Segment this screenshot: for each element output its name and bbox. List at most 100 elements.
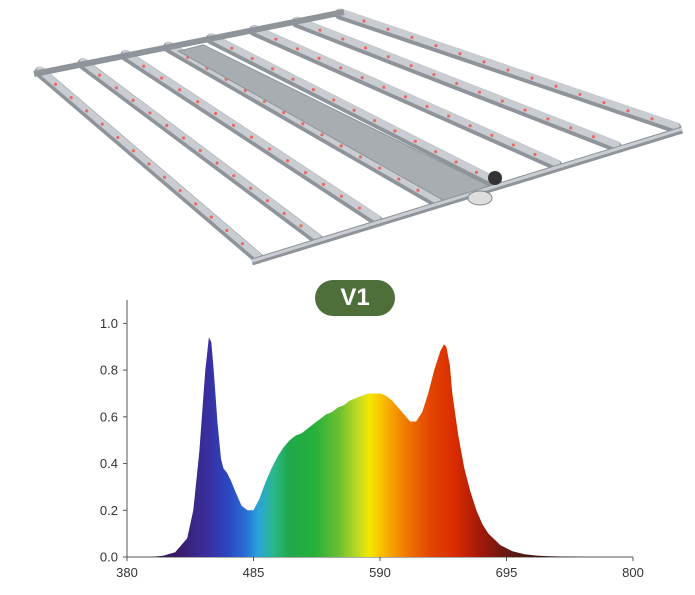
led-dot: [162, 175, 167, 179]
led-dot: [240, 242, 245, 246]
led-dot: [410, 35, 414, 40]
led-dot: [131, 149, 136, 153]
led-dot: [262, 99, 267, 104]
y-tick-label: 0.2: [100, 503, 118, 518]
led-dot: [363, 46, 368, 50]
led-dot: [274, 37, 278, 41]
led-dot: [295, 47, 300, 51]
led-dot: [523, 108, 527, 112]
led-dot: [249, 186, 253, 190]
led-dot: [285, 159, 290, 163]
led-dot: [377, 166, 382, 170]
series-spectrum-area: [139, 337, 597, 557]
led-dot: [393, 129, 397, 133]
led-dot: [270, 67, 275, 71]
led-dot: [230, 46, 234, 50]
led-dot: [198, 148, 202, 153]
led-dot: [282, 211, 286, 215]
led-dot: [434, 43, 438, 48]
led-dot: [267, 147, 272, 151]
led-dot: [250, 56, 254, 61]
led-dot: [231, 123, 236, 127]
led-dot: [372, 119, 377, 123]
led-dot: [265, 199, 269, 203]
led-dot: [362, 19, 366, 23]
led-dot: [114, 86, 119, 90]
led-dot: [282, 111, 286, 115]
led-dot: [339, 66, 343, 70]
led-dot: [578, 92, 582, 97]
led-dot: [142, 64, 146, 68]
led-bar: [248, 25, 563, 171]
led-dot: [591, 135, 596, 139]
led-dot: [320, 133, 324, 137]
led-dot: [386, 55, 390, 59]
led-bar: [205, 33, 503, 190]
led-dot: [533, 152, 537, 157]
led-dot: [360, 76, 364, 80]
x-tick-label: 590: [369, 565, 391, 580]
led-dot: [416, 188, 420, 192]
led-dot: [409, 64, 413, 68]
led-dot: [311, 87, 315, 92]
led-dot: [249, 135, 254, 139]
led-dot: [413, 139, 417, 143]
led-dot: [455, 81, 459, 86]
y-tick-label: 1.0: [100, 316, 118, 331]
led-dot: [317, 56, 321, 61]
led-dot: [178, 188, 182, 193]
version-badge-label: V1: [340, 284, 370, 311]
led-dot: [147, 162, 151, 166]
led-dot: [554, 84, 558, 88]
led-dot: [458, 52, 462, 56]
led-dot: [178, 88, 182, 92]
led-bar: [291, 16, 622, 153]
led-dot: [321, 182, 326, 187]
led-dot: [232, 174, 236, 178]
led-dot: [425, 104, 429, 109]
led-dot: [339, 144, 343, 148]
led-dot: [434, 150, 438, 154]
led-dot: [358, 155, 363, 159]
led-dot: [341, 37, 345, 41]
led-dot: [301, 122, 305, 126]
led-dot: [397, 177, 401, 181]
led-dot: [500, 99, 504, 103]
led-dot: [131, 98, 135, 102]
y-axis-ticks: 0.0 0.2 0.4 0.6 0.8 1.0: [100, 316, 127, 565]
led-dot: [299, 224, 303, 228]
led-bar: [334, 8, 682, 134]
y-tick-label: 0.6: [100, 409, 118, 424]
x-tick-label: 800: [622, 565, 644, 580]
led-dot: [447, 114, 451, 118]
x-axis-ticks: 380 485 590 695 800: [116, 557, 644, 580]
led-dot: [85, 109, 89, 113]
led-dot: [454, 160, 458, 164]
led-dot: [468, 124, 472, 128]
led-dot: [569, 126, 573, 130]
led-bar: [120, 49, 383, 227]
x-tick-label: 695: [496, 565, 518, 580]
led-dot: [382, 85, 386, 89]
led-bar: [34, 66, 264, 264]
frame-rail-top: [33, 9, 345, 77]
y-tick-label: 0.0: [100, 550, 118, 565]
led-dot: [148, 111, 152, 115]
y-tick-label: 0.4: [100, 456, 118, 471]
led-dot: [546, 117, 550, 121]
led-dot: [53, 82, 58, 86]
led-dot: [403, 95, 408, 99]
grow-light-fixture-illustration: [33, 8, 684, 266]
led-dot: [477, 90, 482, 94]
led-dot: [432, 72, 436, 77]
led-dot: [194, 202, 198, 206]
led-bar: [77, 58, 324, 245]
led-dot: [209, 215, 213, 219]
controller-knob: [488, 171, 502, 185]
led-dot: [215, 161, 219, 165]
led-dot: [352, 108, 356, 112]
led-dot: [291, 77, 295, 81]
y-tick-label: 0.8: [100, 363, 118, 378]
led-dot: [332, 98, 336, 102]
